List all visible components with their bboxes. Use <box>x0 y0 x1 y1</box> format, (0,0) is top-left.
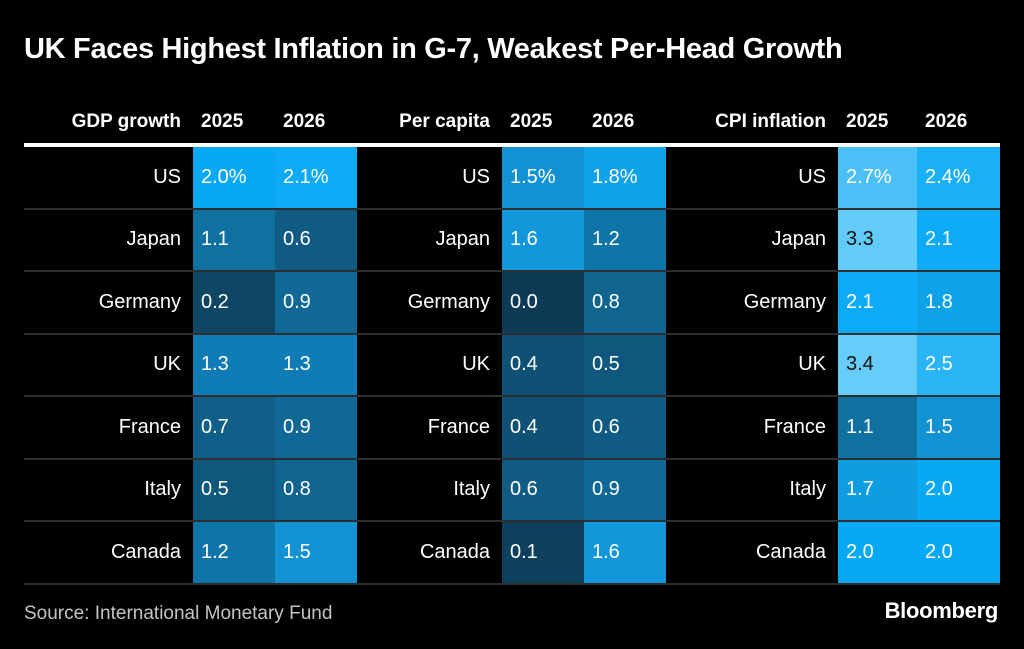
country-label: Canada <box>24 522 193 585</box>
value-cell: 1.7 <box>838 459 917 522</box>
value-cell: 2.0 <box>917 522 1000 585</box>
country-label: Japan <box>24 209 193 272</box>
country-label: Italy <box>357 459 502 522</box>
country-label: UK <box>357 334 502 397</box>
value-cell: 2.1 <box>838 272 917 335</box>
value-cell: 1.5 <box>917 397 1000 460</box>
country-label: Japan <box>666 209 838 272</box>
value-cell: 0.0 <box>502 272 584 335</box>
country-label: Canada <box>357 522 502 585</box>
country-label: Germany <box>666 272 838 335</box>
value-cell: 1.3 <box>193 334 275 397</box>
country-label: Japan <box>357 209 502 272</box>
value-cell: 2.0% <box>193 147 275 210</box>
country-label: Italy <box>24 459 193 522</box>
value-cell: 2.7% <box>838 147 917 210</box>
value-cell: 0.9 <box>584 459 666 522</box>
value-cell: 0.4 <box>502 334 584 397</box>
value-cell: 1.2 <box>193 522 275 585</box>
year-header: 2026 <box>925 111 968 132</box>
value-cell: 2.4% <box>917 147 1000 210</box>
value-cell: 0.8 <box>275 459 357 522</box>
country-label: Italy <box>666 459 838 522</box>
value-cell: 0.7 <box>193 397 275 460</box>
country-label: US <box>24 147 193 210</box>
country-label: Germany <box>357 272 502 335</box>
value-cell: 0.6 <box>584 397 666 460</box>
value-cell: 2.5 <box>917 334 1000 397</box>
value-cell: 3.3 <box>838 209 917 272</box>
value-cell: 1.1 <box>193 209 275 272</box>
value-cell: 0.8 <box>584 272 666 335</box>
country-label: Canada <box>666 522 838 585</box>
value-cell: 0.9 <box>275 397 357 460</box>
country-label: France <box>24 397 193 460</box>
value-cell: 2.0 <box>838 522 917 585</box>
column-group-header-per_capita: Per capita <box>399 111 490 132</box>
country-label: UK <box>24 334 193 397</box>
country-label: France <box>357 397 502 460</box>
value-cell: 0.6 <box>502 459 584 522</box>
country-label: US <box>357 147 502 210</box>
value-cell: 0.6 <box>275 209 357 272</box>
country-label: Germany <box>24 272 193 335</box>
year-header: 2025 <box>510 111 553 132</box>
page-title: UK Faces Highest Inflation in G-7, Weake… <box>24 33 843 65</box>
country-label: France <box>666 397 838 460</box>
value-cell: 1.6 <box>584 522 666 585</box>
value-cell: 2.1 <box>917 209 1000 272</box>
year-header: 2026 <box>592 111 635 132</box>
value-cell: 0.5 <box>584 334 666 397</box>
value-cell: 1.8 <box>917 272 1000 335</box>
value-cell: 1.6 <box>502 209 584 272</box>
country-label: UK <box>666 334 838 397</box>
header-rule <box>24 143 1000 147</box>
value-cell: 1.2 <box>584 209 666 272</box>
value-cell: 0.4 <box>502 397 584 460</box>
country-label: US <box>666 147 838 210</box>
value-cell: 0.2 <box>193 272 275 335</box>
source-note: Source: International Monetary Fund <box>24 603 333 624</box>
column-group-header-gdp_growth: GDP growth <box>71 111 181 132</box>
value-cell: 3.4 <box>838 334 917 397</box>
year-header: 2026 <box>283 111 326 132</box>
value-cell: 0.1 <box>502 522 584 585</box>
value-cell: 1.1 <box>838 397 917 460</box>
value-cell: 1.5 <box>275 522 357 585</box>
year-header: 2025 <box>846 111 889 132</box>
value-cell: 2.0 <box>917 459 1000 522</box>
value-cell: 2.1% <box>275 147 357 210</box>
column-group-header-cpi_inflation: CPI inflation <box>715 111 826 132</box>
value-cell: 1.3 <box>275 334 357 397</box>
heatmap-table: GDP growth 2025 2026 Per capita 2025 2026 CPI … <box>24 96 1000 585</box>
bloomberg-logo: Bloomberg <box>884 598 999 623</box>
value-cell: 0.5 <box>193 459 275 522</box>
value-cell: 1.5% <box>502 147 584 210</box>
value-cell: 0.9 <box>275 272 357 335</box>
year-header: 2025 <box>201 111 244 132</box>
value-cell: 1.8% <box>584 147 666 210</box>
